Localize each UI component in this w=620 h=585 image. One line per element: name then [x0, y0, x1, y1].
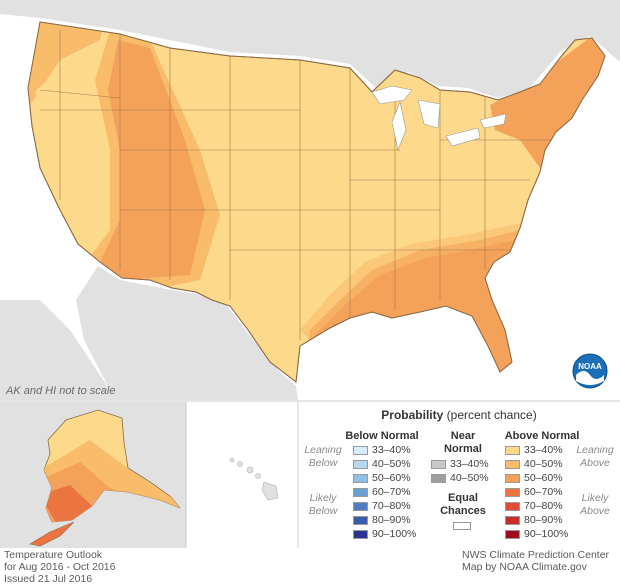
legend-title: Probability (percent chance)	[381, 408, 537, 422]
zone-southeast-band	[300, 190, 535, 340]
above-normal-label: 40–50%	[524, 458, 563, 470]
noaa-logo-text: NOAA	[578, 362, 602, 371]
below-normal-swatch	[353, 446, 368, 455]
below-normal-label: 80–90%	[372, 514, 411, 526]
zone-west-coast	[28, 22, 110, 130]
above-normal-label: 90–100%	[524, 528, 569, 540]
near-normal-swatch	[431, 460, 446, 469]
equal-chances-label: Equal Chances	[440, 492, 486, 517]
above-normal-label: 33–40%	[524, 444, 563, 456]
near-normal-swatch	[431, 474, 446, 483]
inset-panel	[0, 400, 620, 548]
footer-right: NWS Climate Prediction Center Map by NOA…	[462, 549, 609, 573]
below-normal-label: 60–70%	[372, 486, 411, 498]
leaning-above-label: Leaning Above	[576, 444, 614, 469]
above-normal-label: 60–70%	[524, 486, 563, 498]
probability-legend: Probability (percent chance) Below Norma…	[298, 402, 620, 550]
below-normal-swatch	[353, 488, 368, 497]
outlook-title: Temperature Outlook	[4, 549, 103, 561]
below-normal-label: 50–60%	[372, 472, 411, 484]
great-lakes	[371, 85, 507, 152]
near-normal-label: 40–50%	[450, 472, 489, 484]
footer-left: Temperature Outlook for Aug 2016 - Oct 2…	[4, 549, 116, 585]
below-normal-swatch	[353, 530, 368, 539]
equal-chances-swatch	[453, 522, 471, 530]
leaning-below-label: Leaning Below	[304, 444, 342, 469]
near-normal-label: 33–40%	[450, 458, 489, 470]
zone-interior-west-core	[100, 40, 205, 280]
below-normal-swatch	[353, 516, 368, 525]
hawaii	[229, 457, 279, 501]
below-normal-label: 33–40%	[372, 444, 411, 456]
above-normal-heading: Above Normal	[504, 430, 580, 442]
above-normal-label: 80–90%	[524, 514, 563, 526]
zone-northeast	[490, 30, 605, 175]
zone-california	[36, 70, 100, 240]
above-normal-swatch	[505, 516, 520, 525]
above-normal-swatch	[505, 502, 520, 511]
above-normal-swatch	[505, 488, 520, 497]
above-normal-label: 70–80%	[524, 500, 563, 512]
scale-note: AK and HI not to scale	[6, 385, 116, 397]
outlook-issued: Issued 21 Jul 2016	[4, 573, 93, 585]
below-normal-swatch	[353, 460, 368, 469]
above-normal-swatch	[505, 530, 520, 539]
credit-climate-gov: Map by NOAA Climate.gov	[462, 561, 587, 573]
below-normal-label: 90–100%	[372, 528, 417, 540]
likely-below-label: Likely Below	[308, 492, 338, 517]
near-normal-heading: Near Normal	[444, 430, 482, 455]
credit-cpc: NWS Climate Prediction Center	[462, 549, 610, 561]
below-normal-swatch	[353, 502, 368, 511]
state-borders	[39, 30, 560, 340]
noaa-logo: NOAA	[572, 353, 608, 389]
below-normal-swatch	[353, 474, 368, 483]
below-normal-heading: Below Normal	[345, 430, 419, 442]
above-normal-label: 50–60%	[524, 472, 563, 484]
above-normal-swatch	[505, 460, 520, 469]
below-normal-label: 70–80%	[372, 500, 411, 512]
above-normal-swatch	[505, 446, 520, 455]
likely-above-label: Likely Above	[580, 492, 610, 517]
below-normal-label: 40–50%	[372, 458, 411, 470]
outlook-period: for Aug 2016 - Oct 2016	[4, 561, 116, 573]
above-normal-swatch	[505, 474, 520, 483]
